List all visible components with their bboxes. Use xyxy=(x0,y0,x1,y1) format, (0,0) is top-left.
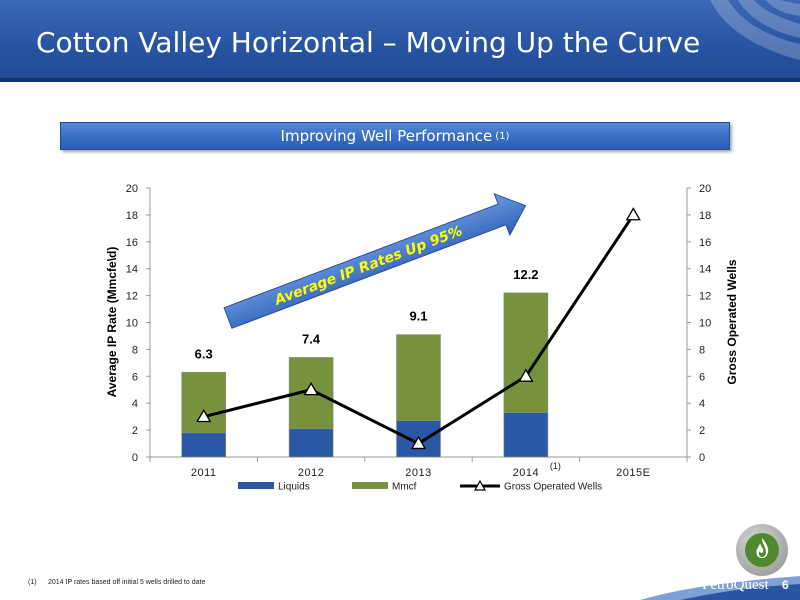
line-point-triangle xyxy=(410,435,427,450)
x-tick-label: 2014 xyxy=(513,467,539,479)
y2-tick-label: 18 xyxy=(699,210,711,222)
line-point-triangle xyxy=(196,408,212,423)
slide-header: Cotton Valley Horizontal – Moving Up the… xyxy=(0,0,800,78)
y-tick-label: 8 xyxy=(132,344,138,356)
legend-label-mmcf: Mmcf xyxy=(392,482,417,493)
legend-label-liquids: Liquids xyxy=(278,482,310,493)
bar-liquids xyxy=(288,428,334,458)
x-tick-label: 2015E xyxy=(616,467,650,479)
bar-liquids xyxy=(503,412,549,458)
right-axis: 0 2 4 6 8 10 12 14 16 18 20 xyxy=(687,183,711,464)
bar-total-label: 6.3 xyxy=(195,346,213,361)
y-tick-label: 14 xyxy=(126,264,138,276)
line-point-triangle xyxy=(625,207,641,221)
x-tick-note: (1) xyxy=(550,461,561,471)
y-tick-label: 10 xyxy=(126,318,138,330)
y2-tick-label: 12 xyxy=(699,291,711,303)
y2-tick-label: 6 xyxy=(699,371,705,383)
banner-footnote-ref: (1) xyxy=(495,130,510,142)
flame-logo-icon xyxy=(736,524,788,576)
header-divider xyxy=(0,78,800,82)
y-tick-label: 18 xyxy=(126,210,138,222)
x-tick-label: 2013 xyxy=(405,467,431,479)
legend-marker-wells xyxy=(473,479,487,491)
y2-tick-label: 0 xyxy=(699,452,705,464)
flame-icon xyxy=(756,538,769,558)
y2-tick-label: 4 xyxy=(699,398,705,410)
total-labels: 6.3 7.4 9.1 12.2 xyxy=(195,267,539,361)
y2-tick-label: 14 xyxy=(699,264,711,276)
bar-mmcf xyxy=(396,334,441,421)
y-axis-title: Average IP Rate (Mmcfe\d) xyxy=(105,247,119,398)
callout-arrow: Average IP Rates Up 95% xyxy=(223,192,527,329)
section-banner: Improving Well Performance (1) xyxy=(60,122,730,150)
y2-tick-label: 10 xyxy=(699,318,711,330)
bar-total-label: 7.4 xyxy=(302,331,321,346)
bar-total-label: 9.1 xyxy=(409,309,427,324)
x-axis: 2011 2012 2013 2014 (1) 2015E xyxy=(149,457,688,479)
bar-mmcf xyxy=(181,371,226,434)
y-tick-label: 16 xyxy=(126,237,138,249)
y-tick-label: 2 xyxy=(132,425,138,437)
brand-name: PetroQuest xyxy=(702,577,769,593)
chart-legend: Liquids Mmcf Gross Operated Wells xyxy=(238,479,602,493)
footer-swoosh xyxy=(640,576,800,600)
left-axis: 0 2 4 6 8 10 12 14 16 18 20 xyxy=(126,183,150,464)
line-series xyxy=(196,207,641,450)
legend-swatch-mmcf xyxy=(352,482,388,489)
logo-swirl-decoration xyxy=(710,0,800,60)
y-tick-label: 12 xyxy=(126,291,138,303)
page-title: Cotton Valley Horizontal – Moving Up the… xyxy=(36,26,701,59)
bar-total-label: 12.2 xyxy=(513,267,538,282)
line-point-triangle xyxy=(518,368,534,382)
bar-liquids xyxy=(181,432,226,458)
y2-tick-label: 16 xyxy=(699,237,711,249)
y-tick-label: 4 xyxy=(132,398,138,410)
legend-swatch-liquids xyxy=(238,482,274,489)
x-tick-label: 2011 xyxy=(191,467,217,479)
y-tick-label: 20 xyxy=(126,183,138,195)
banner-title: Improving Well Performance xyxy=(280,127,493,145)
y2-tick-label: 8 xyxy=(699,344,705,356)
y2-tick-label: 20 xyxy=(699,183,711,195)
footnote: (1) 2014 IP rates based off initial 5 wel… xyxy=(28,579,205,586)
y2-tick-label: 2 xyxy=(699,425,705,437)
callout-text: Average IP Rates Up 95% xyxy=(272,223,465,309)
y-tick-label: 0 xyxy=(132,452,138,464)
footnote-text: 2014 IP rates based off initial 5 wells … xyxy=(48,579,206,586)
x-tick-label: 2012 xyxy=(298,467,324,479)
legend-label-wells: Gross Operated Wells xyxy=(504,482,602,493)
page-number: 6 xyxy=(782,578,789,592)
footnote-mark: (1) xyxy=(28,579,37,586)
flame-logo-inner xyxy=(745,533,779,567)
line-point-triangle xyxy=(303,381,319,396)
y2-axis-title: Gross Operated Wells xyxy=(725,259,739,384)
y-tick-label: 6 xyxy=(132,371,138,383)
